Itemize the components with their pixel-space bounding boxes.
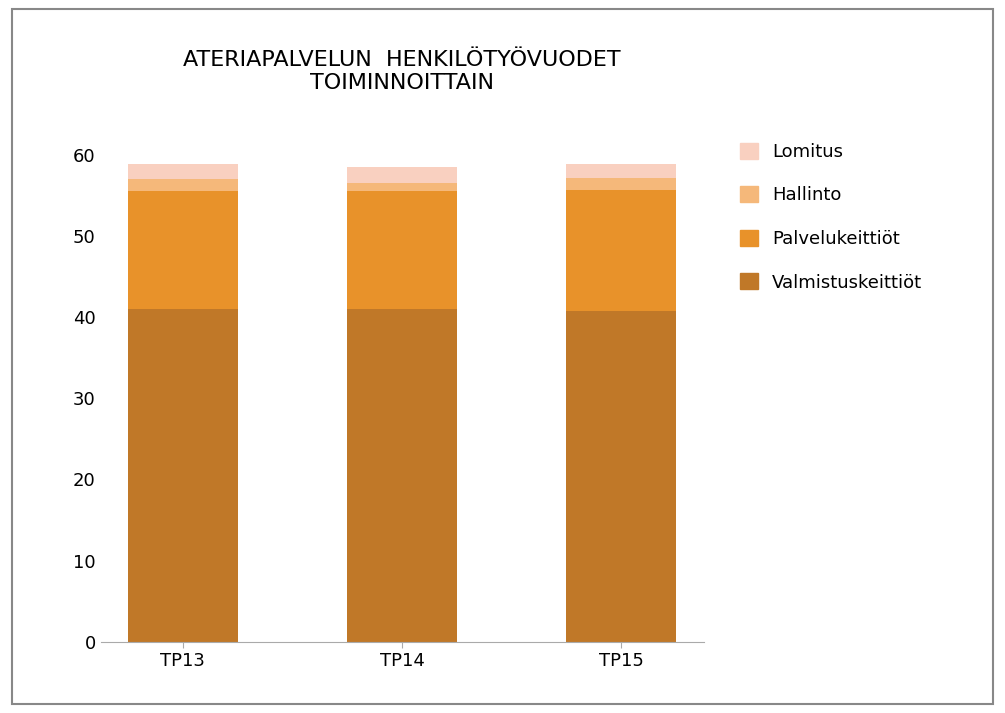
Bar [128, 309, 237, 642]
Bar [567, 165, 676, 178]
Bar [567, 178, 676, 190]
Bar [347, 183, 457, 191]
Bar [128, 191, 237, 309]
Bar [128, 165, 237, 179]
Title: ATERIAPALVELUN  HENKILÖTYÖVUODET
TOIMINNOITTAIN: ATERIAPALVELUN HENKILÖTYÖVUODET TOIMINNO… [183, 50, 621, 93]
Bar [567, 190, 676, 311]
Bar [347, 191, 457, 309]
Bar [347, 309, 457, 642]
Legend: Lomitus, Hallinto, Palvelukeittiöt, Valmistuskeittiöt: Lomitus, Hallinto, Palvelukeittiöt, Valm… [731, 133, 932, 301]
Bar [128, 179, 237, 191]
Bar [347, 167, 457, 183]
Bar [567, 311, 676, 642]
